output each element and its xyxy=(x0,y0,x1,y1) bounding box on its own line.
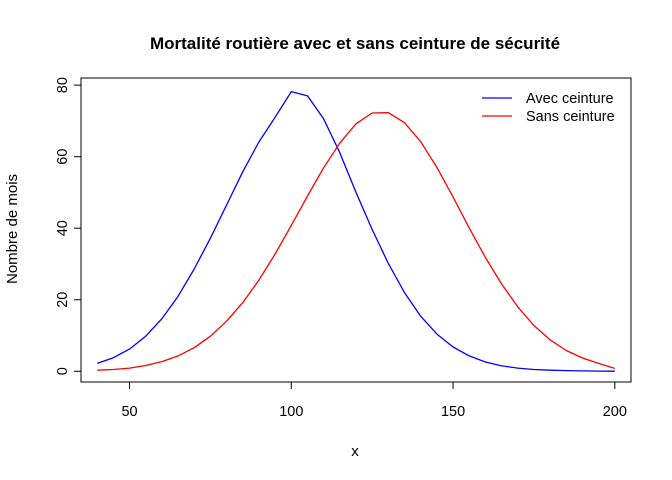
x-tick-label: 200 xyxy=(603,404,627,420)
x-tick-label: 50 xyxy=(121,404,137,420)
y-tick-label: 40 xyxy=(55,220,71,236)
y-axis: 0 20 40 60 80 xyxy=(55,77,82,375)
series-line-1 xyxy=(96,90,615,372)
y-tick-label: 60 xyxy=(55,149,71,165)
x-axis-label: x xyxy=(351,443,359,460)
x-tick-label: 100 xyxy=(279,404,303,420)
series-layer xyxy=(96,90,615,372)
x-axis: 50 100 150 200 xyxy=(121,381,627,420)
y-tick-label: 20 xyxy=(55,292,71,308)
legend: Avec ceinture Sans ceinture xyxy=(482,91,615,125)
y-tick-label: 80 xyxy=(55,77,71,93)
chart-title: Mortalité routière avec et sans ceinture… xyxy=(150,34,560,53)
legend-label: Sans ceinture xyxy=(526,109,615,125)
legend-label: Avec ceinture xyxy=(526,91,614,107)
y-tick-label: 0 xyxy=(55,367,71,375)
series-line-2 xyxy=(97,112,615,371)
x-tick-label: 150 xyxy=(441,404,465,420)
y-axis-label: Nombre de mois xyxy=(4,174,21,284)
